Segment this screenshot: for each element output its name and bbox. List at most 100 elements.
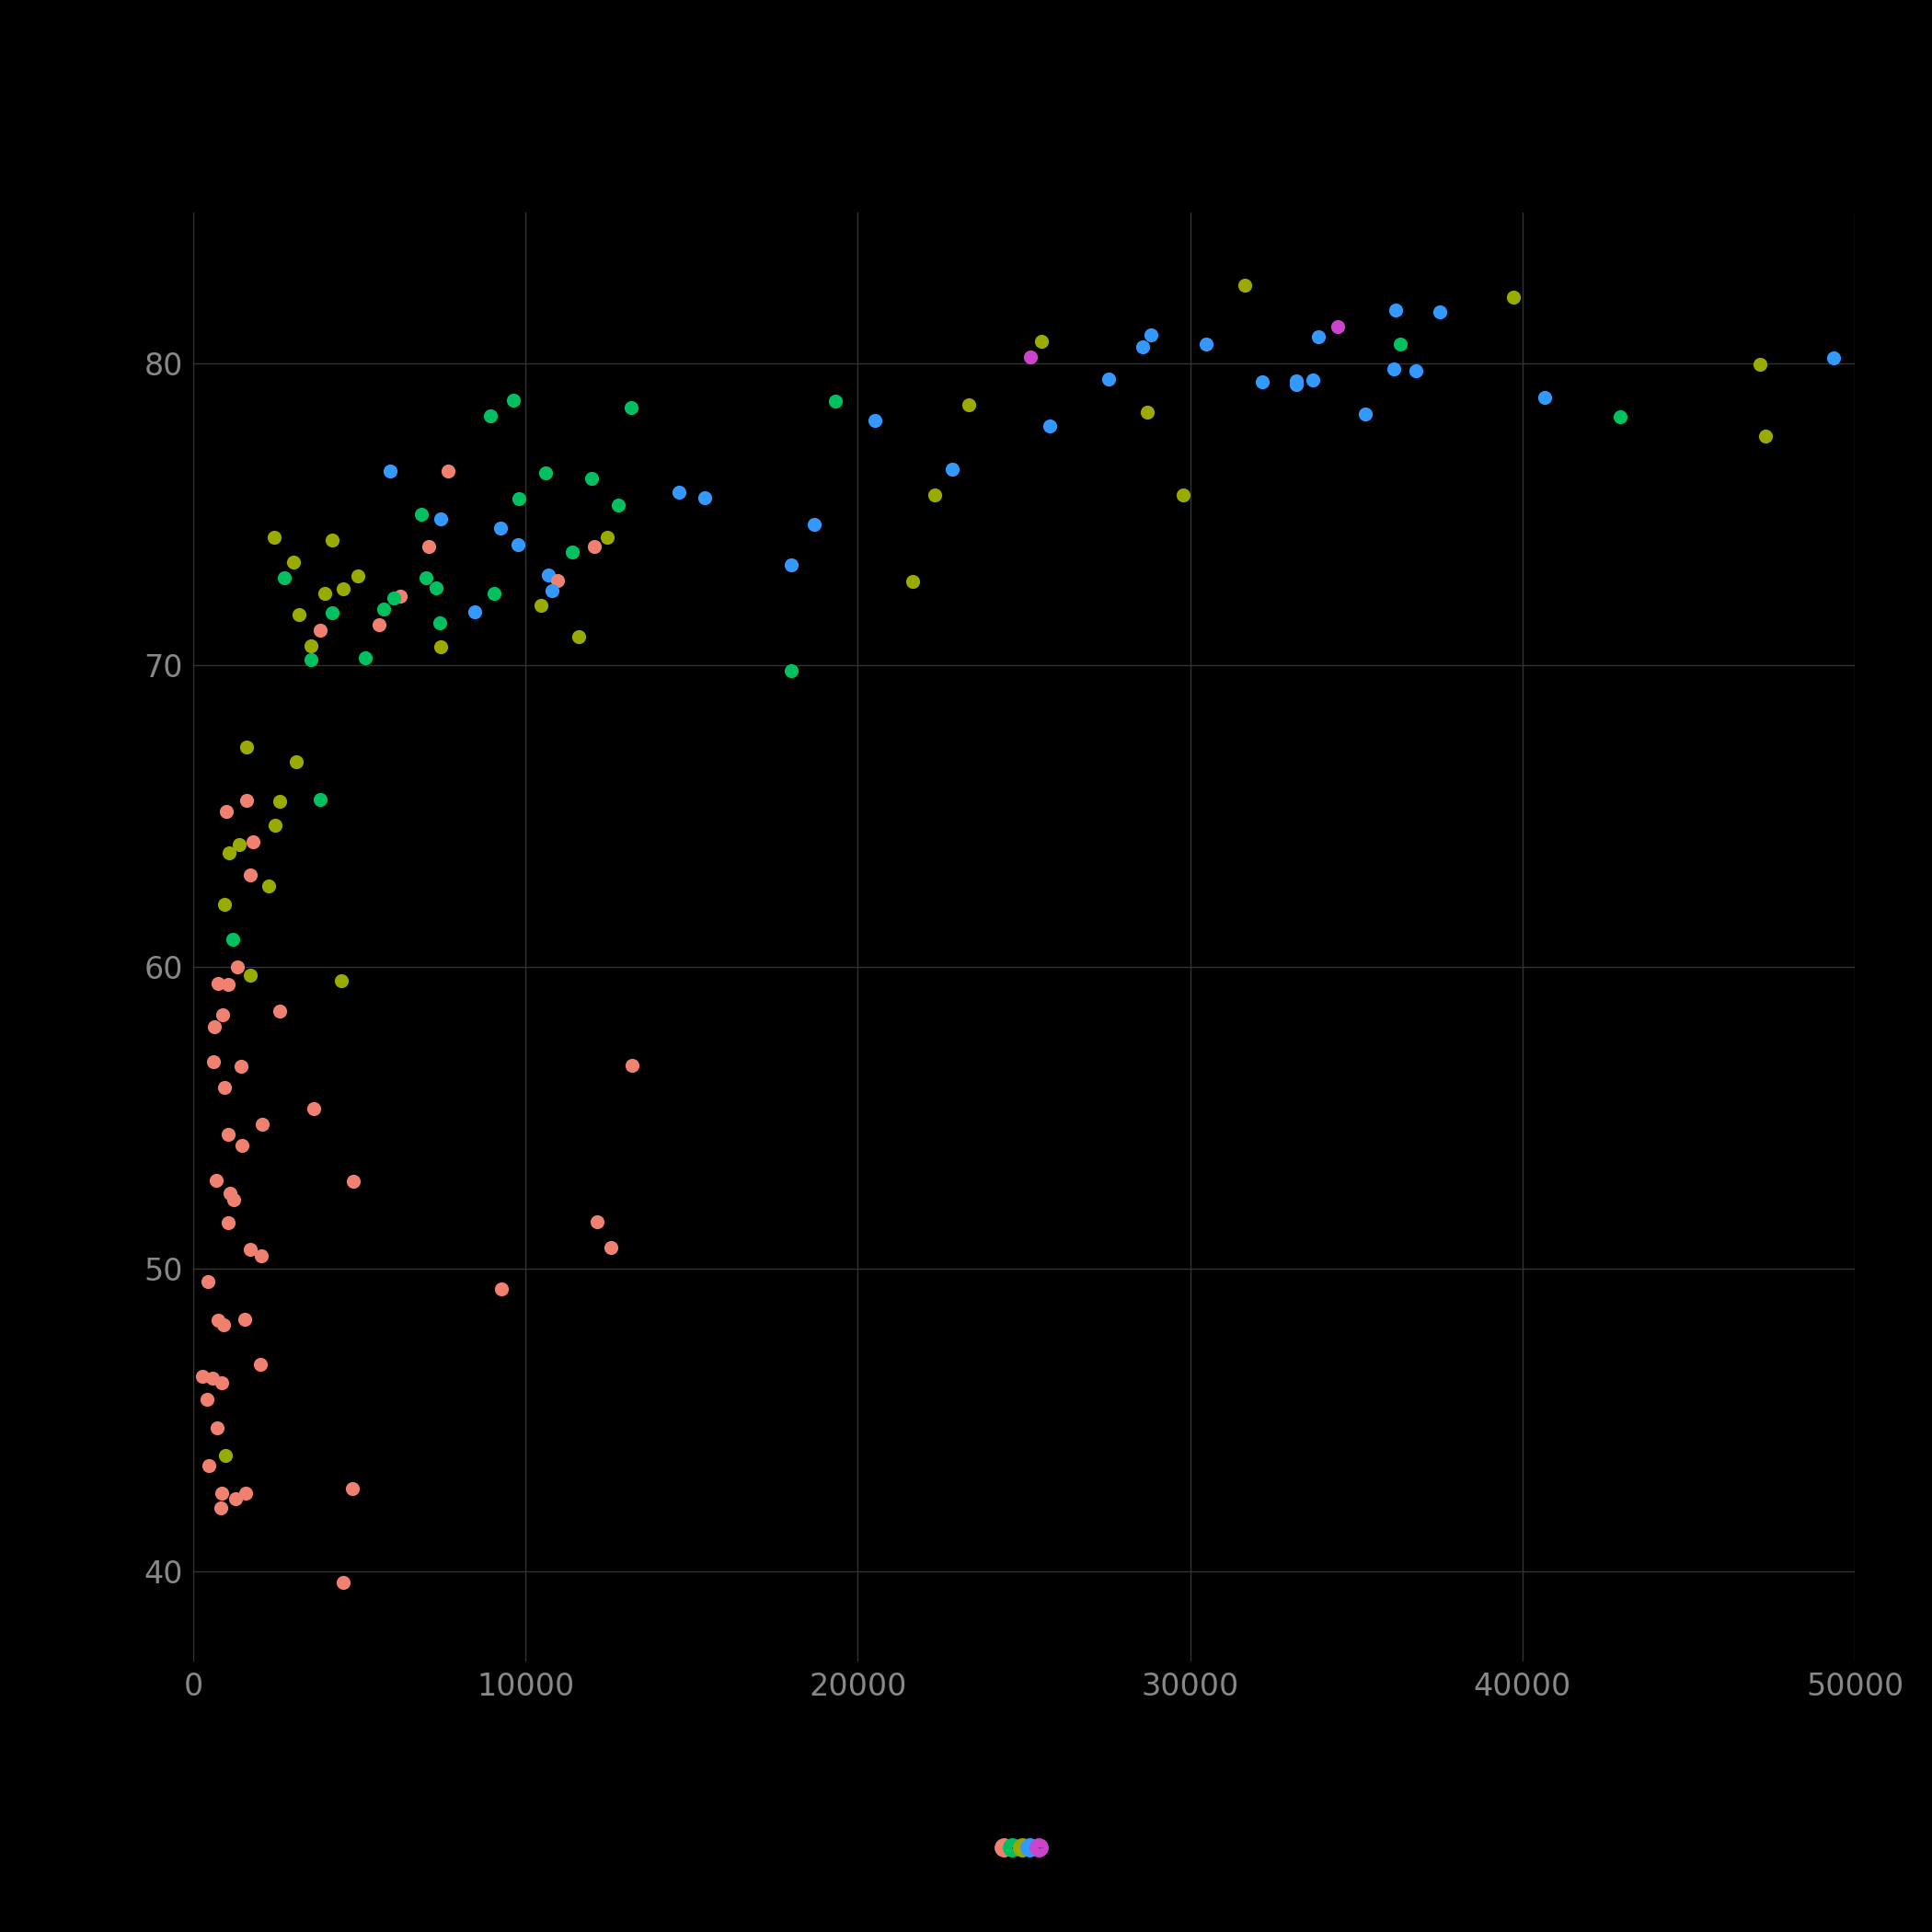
Point (209, 1310, 240, 1341)
Point (309, 578, 340, 609)
Point (191, 1383, 222, 1414)
Point (234, 960, 265, 991)
Point (556, 537, 587, 568)
Point (533, 558, 564, 589)
Point (317, 597, 348, 628)
Point (213, 968, 243, 999)
Point (207, 1368, 238, 1399)
Point (421, 572, 452, 603)
Point (1246, 365, 1277, 396)
Point (296, 630, 327, 661)
Point (203, 1304, 234, 1335)
Point (1014, 342, 1045, 373)
Point (199, 1010, 230, 1041)
Point (213, 1119, 243, 1150)
Point (1497, 282, 1528, 313)
Point (954, 390, 985, 421)
Point (578, 531, 609, 562)
Point (211, 1439, 242, 1470)
Point (1750, 421, 1781, 452)
Point (1034, 412, 1065, 442)
Point (201, 1165, 232, 1196)
Point (193, 1451, 224, 1482)
Point (1530, 383, 1561, 413)
Point (259, 522, 290, 553)
Point (406, 498, 437, 529)
Point (224, 829, 255, 860)
Point (284, 599, 315, 630)
Point (1379, 296, 1410, 327)
Point (1281, 365, 1312, 396)
Point (214, 837, 245, 867)
Point (458, 597, 489, 628)
Point (328, 574, 359, 605)
Point (1378, 354, 1408, 384)
Point (1229, 269, 1260, 299)
Point (230, 732, 261, 763)
Point (937, 454, 968, 485)
Point (591, 522, 622, 553)
Point (201, 1412, 232, 1443)
Point (1745, 350, 1776, 381)
Point (220, 1484, 251, 1515)
Point (1190, 328, 1221, 359)
Point (425, 504, 456, 535)
Point (278, 547, 309, 578)
Point (230, 1304, 261, 1335)
Point (379, 582, 410, 612)
Point (280, 746, 311, 777)
Point (327, 966, 357, 997)
Point (205, 1493, 236, 1524)
Point (576, 464, 607, 495)
Point (412, 562, 442, 593)
Point (213, 1208, 243, 1238)
Point (413, 531, 444, 562)
Point (819, 386, 850, 417)
Legend: Africa, Americas, Asia, Europe, Oceania: Africa, Americas, Asia, Europe, Oceania (1003, 1847, 1045, 1849)
Point (526, 589, 556, 620)
Point (1136, 319, 1167, 350)
Point (498, 384, 529, 415)
Point (798, 510, 829, 541)
Point (191, 1265, 222, 1296)
Point (230, 1478, 261, 1509)
Point (485, 512, 516, 543)
Point (920, 479, 951, 510)
Point (1281, 369, 1312, 400)
Point (363, 609, 394, 639)
Point (298, 1094, 328, 1124)
Point (369, 593, 400, 624)
Point (203, 968, 234, 999)
Point (305, 784, 336, 815)
Point (218, 923, 249, 954)
Point (222, 951, 253, 981)
Point (197, 1362, 228, 1393)
Point (350, 641, 381, 672)
Point (475, 400, 506, 431)
Point (245, 1349, 276, 1379)
Point (582, 1206, 612, 1236)
Point (207, 1478, 238, 1509)
Point (207, 999, 238, 1030)
Point (777, 655, 808, 686)
Point (209, 1072, 240, 1103)
Point (1321, 311, 1352, 342)
Point (214, 1179, 245, 1209)
Point (541, 566, 572, 597)
Point (502, 529, 533, 560)
Point (777, 549, 808, 580)
Point (1094, 363, 1124, 394)
Point (375, 456, 406, 487)
Point (187, 1360, 218, 1391)
Point (218, 1184, 249, 1215)
Point (1350, 398, 1381, 429)
Point (595, 1231, 626, 1262)
Point (253, 869, 284, 900)
Point (230, 784, 261, 815)
Point (616, 392, 647, 423)
Point (479, 578, 510, 609)
Point (1026, 325, 1057, 355)
Point (663, 477, 694, 508)
Point (425, 632, 456, 663)
Point (1132, 396, 1163, 427)
